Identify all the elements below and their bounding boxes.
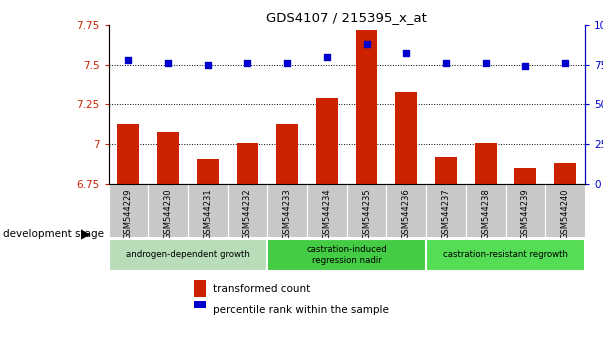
Text: transformed count: transformed count [213, 284, 311, 293]
Point [481, 60, 490, 66]
FancyBboxPatch shape [267, 239, 426, 271]
Text: GSM544238: GSM544238 [481, 188, 490, 239]
Text: GSM544240: GSM544240 [561, 188, 570, 239]
FancyBboxPatch shape [426, 239, 585, 271]
Text: GSM544239: GSM544239 [521, 188, 530, 239]
Bar [197, 159, 219, 184]
Point [362, 41, 371, 47]
Text: castration-resistant regrowth: castration-resistant regrowth [443, 250, 568, 259]
Bar [194, 301, 206, 319]
Bar [118, 124, 139, 184]
Text: GSM544233: GSM544233 [283, 188, 292, 239]
Bar [276, 124, 298, 184]
Bar [435, 157, 457, 184]
Text: development stage: development stage [3, 229, 104, 239]
Text: androgen-dependent growth: androgen-dependent growth [126, 250, 250, 259]
Point [520, 63, 530, 69]
Text: GSM544231: GSM544231 [203, 188, 212, 239]
Point [322, 54, 332, 59]
Bar [194, 280, 206, 297]
Text: ▶: ▶ [81, 227, 91, 240]
Point [242, 60, 252, 66]
Point [402, 51, 411, 56]
Bar [316, 98, 338, 184]
Bar [157, 131, 179, 184]
FancyBboxPatch shape [109, 239, 267, 271]
Text: GSM544230: GSM544230 [163, 188, 172, 239]
Point [203, 62, 213, 67]
Point [560, 60, 570, 66]
Bar [236, 143, 259, 184]
Bar [396, 92, 417, 184]
Bar [475, 143, 497, 184]
Text: GSM544229: GSM544229 [124, 188, 133, 239]
Bar [514, 168, 536, 184]
Point [282, 60, 292, 66]
Text: percentile rank within the sample: percentile rank within the sample [213, 305, 389, 315]
Text: GSM544232: GSM544232 [243, 188, 252, 239]
Text: GSM544234: GSM544234 [323, 188, 332, 239]
Point [441, 60, 451, 66]
Point [163, 60, 173, 66]
Text: GSM544236: GSM544236 [402, 188, 411, 239]
Title: GDS4107 / 215395_x_at: GDS4107 / 215395_x_at [267, 11, 427, 24]
Text: GSM544235: GSM544235 [362, 188, 371, 239]
Bar [356, 29, 377, 184]
Bar [554, 163, 576, 184]
Point [124, 57, 133, 63]
Text: castration-induced
regression nadir: castration-induced regression nadir [306, 245, 387, 264]
Text: GSM544237: GSM544237 [441, 188, 450, 239]
